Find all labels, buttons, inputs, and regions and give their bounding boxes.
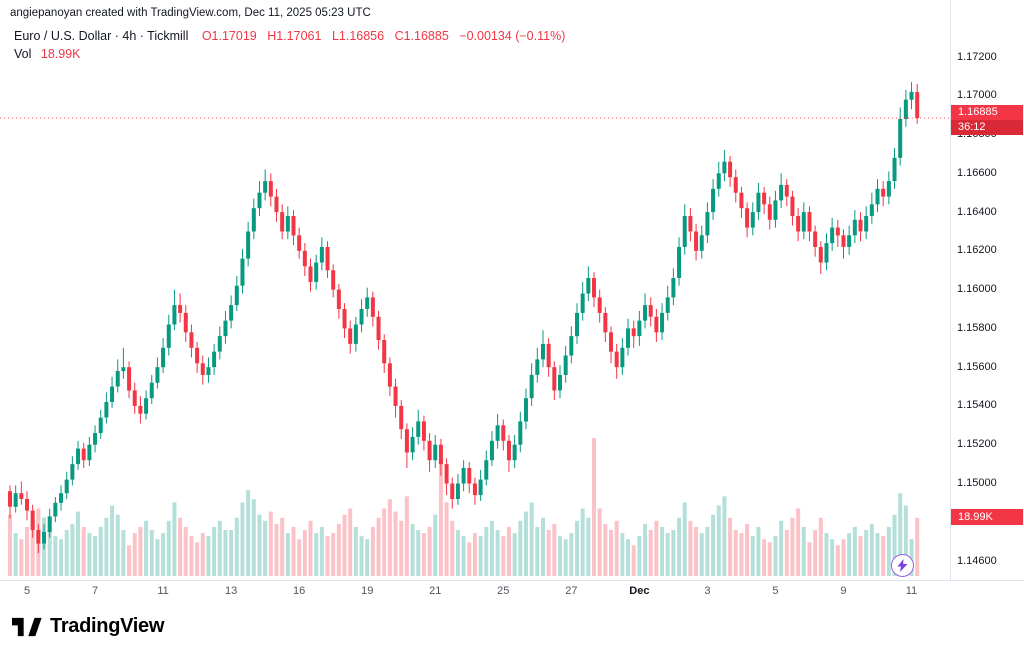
time-axis-label: 5 xyxy=(23,585,31,597)
time-axis-label: 5 xyxy=(772,585,779,597)
tradingview-wordmark: TradingView xyxy=(50,615,165,637)
price-axis-label: 1.17000 xyxy=(957,89,997,102)
time-axis-label: 19 xyxy=(361,585,374,597)
bar-countdown: 36:12 xyxy=(951,120,1023,136)
symbol-title[interactable]: Euro / U.S. Dollar · 4h · Tickmill xyxy=(14,29,189,43)
volume-axis-badge: 18.99K xyxy=(951,508,1023,525)
time-axis-label: 11 xyxy=(905,585,918,597)
boost-button[interactable] xyxy=(891,554,914,577)
low-value: L1.16856 xyxy=(331,29,385,43)
price-axis-label: 1.17200 xyxy=(957,50,997,63)
time-axis-label: Dec xyxy=(629,585,650,597)
price-axis-label: 1.15200 xyxy=(957,438,997,451)
last-price-value: 1.16885 xyxy=(951,105,1023,121)
open-value: O1.17019 xyxy=(201,29,257,43)
time-axis-label: 27 xyxy=(565,585,578,597)
price-axis-label: 1.14600 xyxy=(957,554,997,567)
close-value: C1.16885 xyxy=(394,29,449,43)
change-value: −0.00134 (−0.11%) xyxy=(459,29,566,43)
price-axis-label: 1.15400 xyxy=(957,399,997,412)
tradingview-logo[interactable]: TradingView xyxy=(12,615,164,638)
price-axis-label: 1.16000 xyxy=(957,283,997,296)
time-axis-label: 3 xyxy=(704,585,711,597)
volume-label: Vol xyxy=(14,47,32,61)
price-axis-label: 1.15000 xyxy=(957,476,997,489)
price-axis-label: 1.15600 xyxy=(957,360,997,373)
last-price-badge: 1.16885 36:12 xyxy=(951,105,1023,136)
attribution-text: angiepanoyan created with TradingView.co… xyxy=(10,7,371,19)
time-axis-label: 25 xyxy=(497,585,510,597)
price-axis-label: 1.16400 xyxy=(957,205,997,218)
time-axis-label: 13 xyxy=(225,585,238,597)
price-axis-label: 1.16600 xyxy=(957,166,997,179)
tradingview-logo-icon xyxy=(12,617,42,636)
high-value: H1.17061 xyxy=(267,29,322,43)
lightning-bolt-icon xyxy=(897,559,908,572)
volume-value: 18.99K xyxy=(40,47,81,61)
time-axis-label: 11 xyxy=(157,585,169,597)
time-axis-label: 21 xyxy=(429,585,442,597)
chart-legend: Euro / U.S. Dollar · 4h · Tickmill O1.17… xyxy=(14,29,572,61)
price-axis-label: 1.15800 xyxy=(957,321,997,334)
time-axis-label: 7 xyxy=(91,585,99,597)
time-axis-label: 16 xyxy=(293,585,306,597)
price-axis-label: 1.16200 xyxy=(957,244,997,257)
time-axis-label: 9 xyxy=(840,585,847,597)
